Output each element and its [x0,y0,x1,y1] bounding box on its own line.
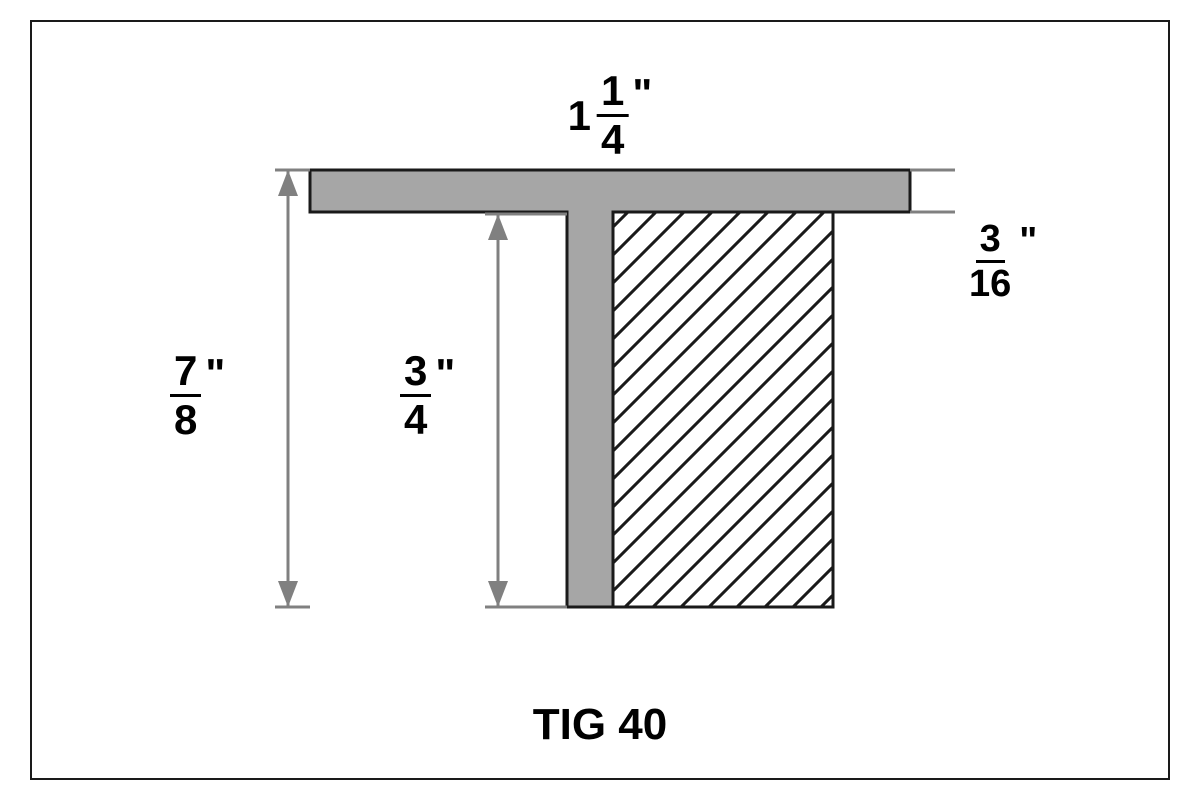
dim-top-width: 1 1 4 " [568,70,653,161]
dim-stem-height: 3 4 " [400,350,455,441]
fraction: 1 4 [597,70,628,161]
part-label: TIG 40 [533,700,668,750]
fraction: 3 16 [965,220,1015,303]
dim-flange-thickness: 3 16 " [965,220,1037,303]
fraction: 3 4 [400,350,431,441]
dim-overall-height: 7 8 " [170,350,225,441]
fraction: 7 8 [170,350,201,441]
